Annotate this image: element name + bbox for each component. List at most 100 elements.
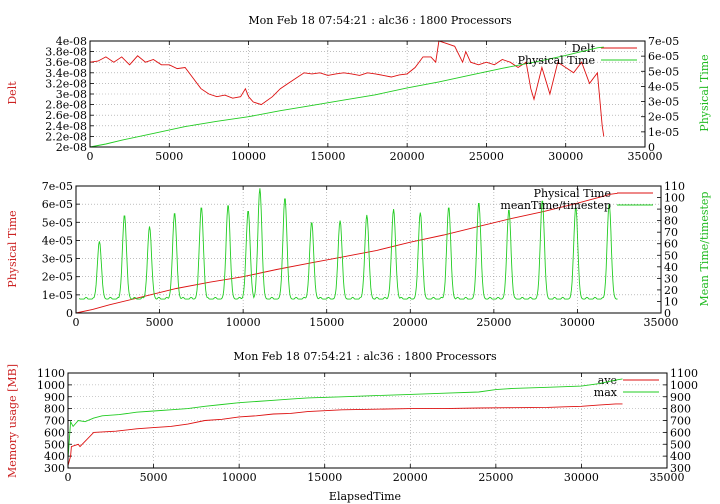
panel-memory-usage: Mon Feb 18 07:54:21 : alc36 : 1800 Proce… [6, 350, 698, 503]
x-tick-label: 15000 [309, 316, 344, 329]
x-tick-label: 35000 [650, 471, 685, 484]
y-tick-label: 2.4e-08 [45, 120, 87, 133]
y-tick-label: 1000 [37, 379, 65, 392]
x-tick-label: 15000 [307, 471, 342, 484]
y2-tick-label: 1e-05 [648, 126, 679, 139]
y2-tick-label: 80 [664, 215, 678, 228]
y-tick-label: 2.8e-08 [45, 99, 87, 112]
x-tick-label: 5000 [146, 316, 174, 329]
y2-tick-label: 6e-05 [648, 50, 679, 63]
y-tick-label: 3e-05 [42, 253, 73, 266]
y2-tick-label: 800 [670, 403, 691, 416]
y2-tick-label: 60 [664, 238, 678, 251]
y2-tick-label: 1000 [670, 379, 698, 392]
y-tick-label: 2e-05 [42, 271, 73, 284]
y2-tick-label: 400 [670, 450, 691, 463]
legend-label-0: ave [598, 374, 617, 387]
y-tick-label: 2.6e-08 [45, 109, 87, 122]
y2-tick-label: 10 [664, 295, 678, 308]
x-tick-label: 15000 [310, 150, 345, 163]
x-tick-label: 25000 [469, 150, 504, 163]
y2-tick-label: 90 [664, 203, 678, 216]
x-tick-label: 0 [65, 471, 72, 484]
series-line-0 [75, 192, 618, 314]
legend-label-1: max [594, 386, 618, 399]
x-tick-label: 0 [87, 150, 94, 163]
y2-axis-label: Mean Time/timestep [698, 192, 711, 307]
y-tick-label: 3.2e-08 [45, 77, 87, 90]
y2-tick-label: 100 [664, 192, 685, 205]
chart-title: Mon Feb 18 07:54:21 : alc36 : 1800 Proce… [233, 350, 497, 363]
y2-tick-label: 40 [664, 261, 678, 274]
x-tick-label: 25000 [476, 316, 511, 329]
x-tick-label: 5000 [140, 471, 168, 484]
x-tick-label: 10000 [222, 471, 257, 484]
y2-tick-label: 5e-05 [648, 65, 679, 78]
y-tick-label: 7e-05 [42, 180, 73, 193]
y-tick-label: 500 [44, 438, 65, 451]
y2-tick-label: 4e-05 [648, 80, 679, 93]
y-tick-label: 300 [44, 462, 65, 475]
x-tick-label: 30000 [564, 471, 599, 484]
y-tick-label: 1e-05 [42, 289, 73, 302]
y2-tick-label: 20 [664, 284, 678, 297]
panel-delt-physical-time: Mon Feb 18 07:54:21 : alc36 : 1800 Proce… [6, 14, 711, 163]
y2-tick-label: 2e-05 [648, 111, 679, 124]
y2-tick-label: 900 [670, 391, 691, 404]
x-tick-label: 20000 [393, 316, 428, 329]
x-tick-label: 35000 [628, 150, 663, 163]
x-tick-label: 10000 [226, 316, 261, 329]
y-tick-label: 600 [44, 426, 65, 439]
y-tick-label: 3.4e-08 [45, 67, 87, 80]
y2-tick-label: 70 [664, 226, 678, 239]
y2-tick-label: 300 [670, 462, 691, 475]
x-tick-label: 25000 [478, 471, 513, 484]
y2-tick-label: 600 [670, 426, 691, 439]
x-tick-label: 20000 [393, 471, 428, 484]
x-axis-label: ElapsedTime [329, 490, 401, 503]
y-tick-label: 800 [44, 403, 65, 416]
y-tick-label: 6e-05 [42, 198, 73, 211]
y-axis-label: Delt [6, 81, 19, 105]
y2-tick-label: 500 [670, 438, 691, 451]
y2-tick-label: 0 [648, 141, 655, 154]
y-tick-label: 0 [66, 307, 73, 320]
series-line-1 [89, 46, 604, 148]
x-tick-label: 5000 [155, 150, 183, 163]
y-tick-label: 3e-08 [56, 88, 87, 101]
y-axis-label: Memory usage [MB] [6, 364, 19, 478]
y-tick-label: 900 [44, 391, 65, 404]
x-tick-label: 10000 [231, 150, 266, 163]
legend-label-0: Delt [572, 42, 596, 55]
series-line-1 [67, 378, 623, 459]
y-tick-label: 5e-05 [42, 216, 73, 229]
series-line-1 [78, 188, 618, 300]
y2-tick-label: 3e-05 [648, 96, 679, 109]
y-tick-label: 400 [44, 450, 65, 463]
y2-axis-label: Physical Time [698, 54, 711, 131]
y2-tick-label: 30 [664, 272, 678, 285]
y-tick-label: 4e-05 [42, 234, 73, 247]
plot-frame [89, 40, 646, 148]
plot-frame [75, 185, 662, 314]
legend-label-1: meanTime/timestep [500, 199, 611, 212]
x-tick-label: 30000 [560, 316, 595, 329]
y2-tick-label: 1100 [670, 367, 698, 380]
y-tick-label: 2.2e-08 [45, 130, 87, 143]
plot-frame [67, 372, 668, 469]
y2-tick-label: 110 [664, 180, 685, 193]
series-line-0 [67, 403, 623, 466]
y-tick-label: 700 [44, 415, 65, 428]
legend-label-0: Physical Time [534, 187, 611, 200]
chart-title: Mon Feb 18 07:54:21 : alc36 : 1800 Proce… [248, 14, 512, 27]
x-tick-label: 35000 [644, 316, 679, 329]
y-tick-label: 1100 [37, 367, 65, 380]
y-tick-label: 3.8e-08 [45, 46, 87, 59]
y2-tick-label: 7e-05 [648, 35, 679, 48]
y-tick-label: 4e-08 [56, 35, 87, 48]
legend-label-1: Physical Time [518, 54, 595, 67]
y-axis-label: Physical Time [6, 210, 19, 287]
x-tick-label: 20000 [390, 150, 425, 163]
y2-tick-label: 700 [670, 415, 691, 428]
